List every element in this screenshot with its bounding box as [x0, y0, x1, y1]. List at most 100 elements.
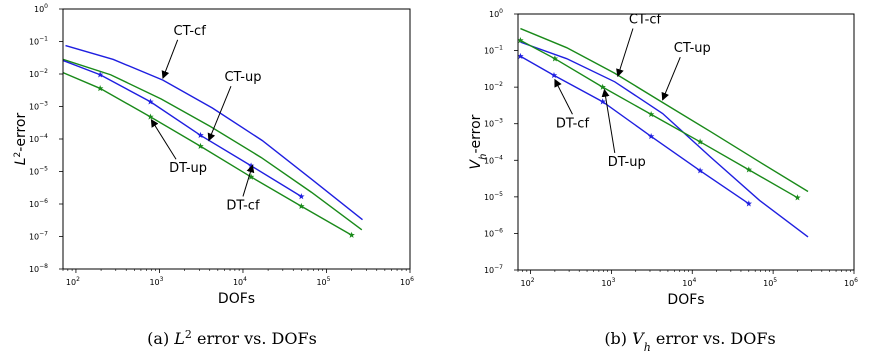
- x-tick-label: 106: [844, 277, 858, 288]
- annotation-arrow-ct-up: [207, 86, 232, 142]
- data-point-dt-up-0: [518, 36, 524, 44]
- data-point-dt-up-6: [348, 231, 355, 238]
- caption-main: L: [173, 329, 185, 348]
- x-tick-label: 106: [400, 276, 414, 287]
- annotation-dt-up: DT-up: [608, 155, 646, 170]
- plot-frame: [62, 8, 411, 270]
- y-label-sup: 2: [13, 152, 23, 158]
- y-tick-label: 10−5: [484, 191, 503, 202]
- annotation-ct-cf: CT-cf: [174, 24, 207, 39]
- y-label-rest: -error: [13, 113, 29, 152]
- annotation-ct-up: CT-up: [674, 41, 711, 56]
- y-tick-label: 10−8: [29, 263, 48, 274]
- data-point-dt-cf-5: [298, 193, 305, 200]
- data-point-dt-cf-2: [599, 98, 606, 105]
- series-markers: [518, 36, 801, 207]
- annotation-dt-cf: DT-cf: [226, 198, 260, 213]
- data-point-dt-cf-0: [518, 52, 524, 59]
- y-tick-label: 10−2: [484, 81, 503, 92]
- data-point-dt-up-2: [599, 83, 606, 90]
- y-label-rest: -error: [468, 114, 484, 153]
- annotation-dt-cf: DT-cf: [556, 116, 590, 131]
- caption-main: V: [632, 329, 645, 348]
- caption-prefix: (a): [147, 329, 174, 348]
- y-tick-label: 10−7: [29, 231, 48, 242]
- caption-rest: error vs. DOFs: [651, 329, 776, 348]
- series-line-ct-up: [520, 27, 809, 193]
- plot-frame: [517, 13, 855, 271]
- annotation-arrow-dt-up: [150, 118, 177, 160]
- data-point-dt-cf-1: [96, 71, 104, 78]
- y-tick-label: 10−1: [29, 36, 48, 47]
- data-point-dt-up-1: [96, 85, 104, 92]
- data-point-dt-up-6: [794, 194, 801, 201]
- y-tick-label: 10−6: [29, 198, 48, 209]
- data-point-dt-cf-3: [197, 131, 204, 139]
- caption-rest: error vs. DOFs: [192, 329, 317, 348]
- series-line-ct-cf: [520, 41, 809, 238]
- y-tick-label: 10−3: [29, 101, 48, 112]
- x-tick-label: 105: [316, 276, 330, 287]
- series-line-dt-cf: [520, 55, 750, 205]
- caption: (a) L2 error vs. DOFs: [147, 328, 317, 349]
- data-point-dt-up-3: [197, 142, 204, 149]
- caption-prefix: (b): [604, 329, 632, 348]
- y-label-sub: h: [478, 154, 489, 160]
- annotation-ct-cf: CT-cf: [629, 12, 662, 27]
- caption-sup: 2: [185, 328, 192, 341]
- data-point-dt-cf-2: [147, 98, 154, 105]
- data-point-dt-up-1: [551, 55, 559, 62]
- axis-ticks: 102 103 104 105 106 10−7 10−6 10−5 10−4 10−3 10−2 1…: [484, 8, 858, 288]
- x-tick-label: 104: [233, 276, 247, 287]
- y-tick-label: 10−5: [29, 166, 48, 177]
- annotations: CT-cf CT-up DT-cf DT-up: [554, 12, 711, 170]
- caption: (b) Vh error vs. DOFs: [604, 329, 775, 354]
- series-line-ct-cf: [65, 44, 363, 221]
- y-tick-label: 10−4: [29, 133, 48, 144]
- annotation-ct-up: CT-up: [224, 70, 261, 85]
- x-tick-label: 104: [682, 277, 696, 288]
- y-tick-label: 10−6: [484, 227, 503, 238]
- data-point-dt-up-3: [647, 110, 655, 118]
- annotation-arrow-dt-cf: [554, 78, 573, 115]
- caption-sub: h: [644, 341, 651, 354]
- annotation-arrow-ct-cf: [616, 28, 634, 78]
- x-tick-label: 103: [601, 277, 615, 288]
- data-point-dt-up-4: [696, 138, 704, 145]
- y-tick-label: 10−4: [484, 154, 503, 165]
- chart-panel-vh-error: 102 103 104 105 106 10−7 10−6 10−5 10−4 10−3 10−2 1…: [468, 8, 858, 354]
- y-label-main: L: [13, 157, 29, 165]
- annotation-arrow-ct-up: [661, 57, 681, 101]
- chart-panel-l2-error: 102 103 104 105 106 10−8 10−7 10−6 10−5 10−4 10−3 1…: [13, 3, 414, 348]
- series-lines: [63, 44, 363, 236]
- data-point-dt-cf-1: [550, 71, 558, 79]
- series-line-ct-up: [63, 58, 363, 231]
- y-axis-label: L2-error: [13, 113, 29, 166]
- data-point-dt-cf-3: [647, 133, 655, 140]
- x-axis-label: DOFs: [218, 291, 255, 307]
- y-tick-label: 10−3: [484, 118, 503, 129]
- annotations: CT-cf CT-up DT-up DT-cf: [150, 24, 261, 213]
- x-tick-label: 102: [66, 276, 80, 287]
- annotation-arrow-ct-cf: [161, 39, 179, 79]
- annotation-arrow-dt-cf: [242, 164, 255, 197]
- x-tick-label: 103: [149, 276, 163, 287]
- axis-ticks: 102 103 104 105 106 10−8 10−7 10−6 10−5 10−4 10−3 1…: [29, 3, 414, 287]
- annotation-arrow-dt-up: [601, 88, 616, 154]
- data-point-dt-cf-5: [745, 200, 753, 207]
- series-line-dt-up: [63, 71, 352, 236]
- y-tick-label: 100: [34, 3, 48, 14]
- series-lines: [520, 27, 809, 238]
- annotation-dt-up: DT-up: [169, 161, 207, 176]
- data-point-dt-up-5: [745, 166, 753, 173]
- y-label-main: V: [468, 158, 484, 169]
- data-point-dt-up-5: [298, 202, 305, 210]
- x-axis-label: DOFs: [667, 292, 704, 308]
- y-tick-label: 10−2: [29, 68, 48, 79]
- data-point-dt-up-4: [247, 173, 255, 180]
- x-tick-label: 105: [763, 277, 777, 288]
- data-point-dt-up-2: [147, 113, 154, 120]
- y-tick-label: 100: [489, 8, 503, 19]
- y-axis-label: Vh-error: [468, 114, 489, 169]
